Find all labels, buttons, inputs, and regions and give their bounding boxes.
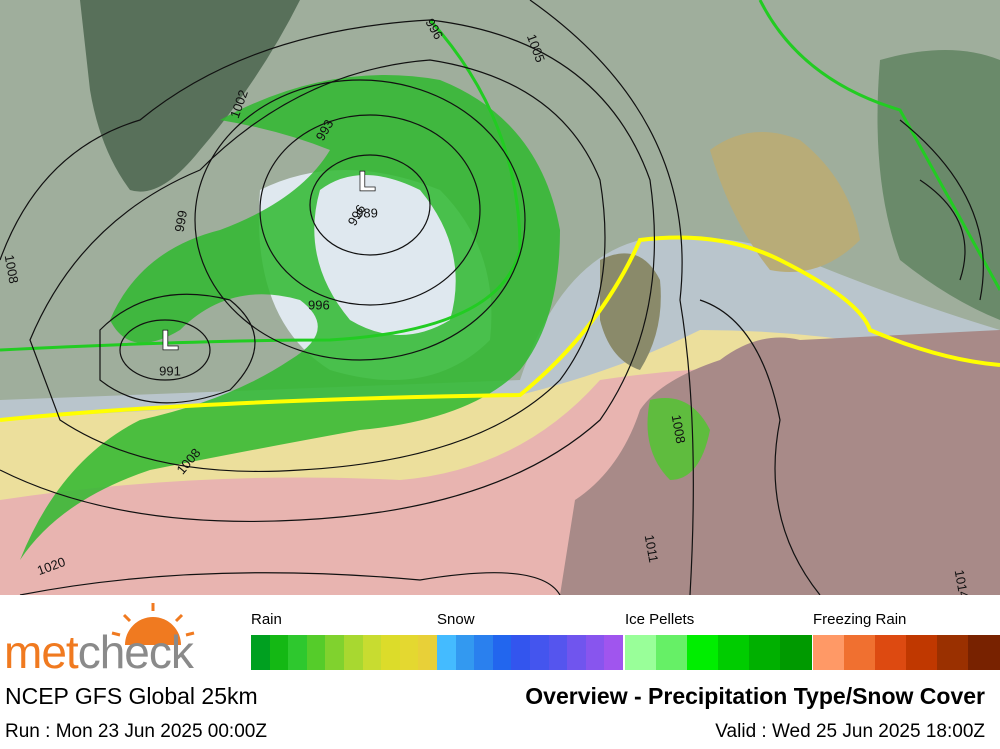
legend-swatch: [548, 635, 568, 670]
north-russia: [877, 50, 1000, 320]
footer: metcheck Rain Snow Ice Pellets Freezing Rai…: [0, 595, 1000, 749]
legend-swatch: [511, 635, 531, 670]
sun: [125, 617, 181, 645]
isobar-label: 996: [308, 297, 330, 312]
logo-sun: [111, 603, 195, 645]
legend-swatch: [625, 635, 657, 670]
legend-swatch: [968, 635, 1000, 670]
isobar: [309, 154, 431, 256]
logo: metcheck: [4, 625, 194, 679]
legend-swatch: [418, 635, 438, 670]
legend-swatch: [381, 635, 401, 670]
legend-swatch: [251, 635, 271, 670]
legend-swatch: [844, 635, 876, 670]
logo-check: check: [77, 626, 194, 678]
isobar: [0, 19, 656, 522]
low-symbol: L: [358, 165, 375, 196]
legend-swatch: [906, 635, 938, 670]
continent: [560, 330, 1000, 595]
isobar-label: 1011: [642, 534, 662, 564]
legend-swatch: [437, 635, 457, 670]
legend-swatch: [656, 635, 688, 670]
isobar: [119, 319, 211, 381]
model-name: NCEP GFS Global 25km: [5, 683, 258, 709]
isobar-label: 1008: [2, 254, 22, 285]
legend-swatch: [687, 635, 719, 670]
legend-swatch: [780, 635, 812, 670]
legend-swatch: [344, 635, 364, 670]
scandinavia: [710, 132, 860, 272]
sun-rays: [111, 603, 195, 637]
legend-swatch: [269, 635, 289, 670]
low-pressure: 991: [159, 363, 181, 378]
legend-group-title: Freezing Rain: [813, 611, 907, 628]
isobar: [194, 79, 526, 361]
legend-swatch: [325, 635, 345, 670]
britain: [600, 253, 661, 370]
legend-swatch: [288, 635, 308, 670]
isobar: [529, 0, 694, 595]
isobar: [259, 114, 481, 306]
isobar-label: 1014: [952, 569, 972, 595]
logo-met: met: [4, 626, 79, 678]
isobar-label: 1008: [669, 414, 689, 445]
legend-swatch: [492, 635, 512, 670]
legend-swatch: [567, 635, 587, 670]
low-pressure: 989: [356, 205, 378, 220]
legend-swatch: [306, 635, 326, 670]
chart-title: Overview - Precipitation Type/Snow Cover: [525, 683, 985, 709]
isobar: [19, 572, 561, 595]
isobar: [899, 119, 984, 301]
isobars: [0, 0, 984, 595]
rain-area: [20, 75, 560, 560]
legend-swatch: [530, 635, 550, 670]
rain-area: [647, 398, 710, 480]
legend-group-title: Ice Pellets: [625, 611, 695, 628]
legend-swatch: [813, 635, 845, 670]
legend-group-title: Snow: [437, 611, 475, 628]
low-symbol: L: [161, 324, 178, 355]
legend-swatch: [937, 635, 969, 670]
valid-time: Valid : Wed 25 Jun 2025 18:00Z: [715, 721, 985, 742]
legend-swatch: [585, 635, 605, 670]
legend-swatch: [399, 635, 419, 670]
weather-map: L 989 L 991 993 996 999 1002 1005 1008 9…: [0, 0, 1000, 595]
legend-swatch: [749, 635, 781, 670]
snow-area: [258, 170, 492, 380]
isobar: [699, 299, 821, 595]
legend-swatch: [474, 635, 494, 670]
legend-swatch: [604, 635, 624, 670]
isobar: [29, 59, 606, 473]
isobar: [99, 293, 256, 404]
greenland: [80, 0, 300, 192]
run-time: Run : Mon 23 Jun 2025 00:00Z: [5, 721, 267, 742]
freezing-line: [0, 235, 1000, 422]
legend-group-title: Rain: [251, 611, 282, 628]
isobar-label: 999: [172, 209, 191, 233]
thickness-line: [0, 0, 1000, 352]
legend-swatch: [718, 635, 750, 670]
legend-swatch: [875, 635, 907, 670]
legend-swatch: [362, 635, 382, 670]
legend-swatch: [455, 635, 475, 670]
